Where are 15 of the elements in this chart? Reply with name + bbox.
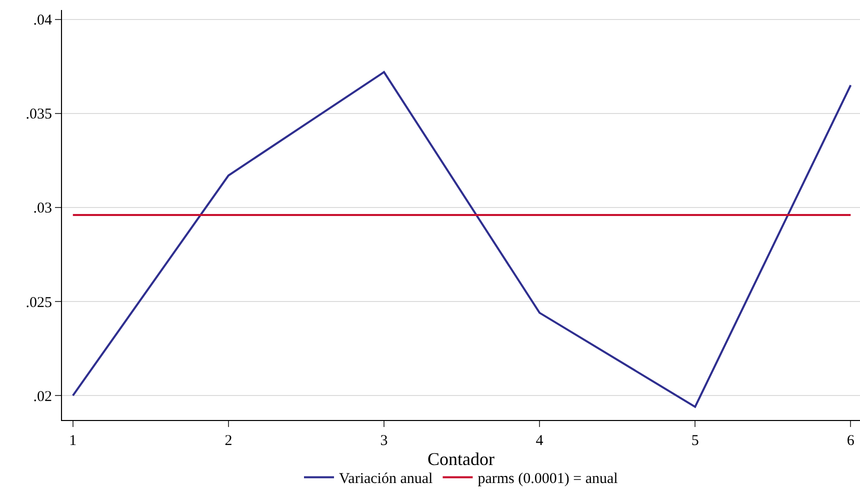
x-tick-label: 2 (224, 433, 232, 449)
legend-label: Variación anual (339, 471, 433, 488)
x-tick-label: 5 (691, 433, 699, 449)
y-tick-label: .035 (26, 106, 52, 123)
x-axis-title: Contador (428, 449, 494, 470)
line-series (72, 71, 852, 408)
y-tick-label: .025 (26, 294, 52, 311)
legend-label: parms (0.0001) = anual (478, 471, 618, 488)
x-tick-label: 3 (380, 433, 388, 449)
x-tick-label: 6 (846, 433, 855, 449)
y-tick-label: .03 (33, 200, 52, 217)
y-tick-label: .04 (33, 12, 52, 29)
x-tick-label: 4 (536, 433, 544, 449)
x-tick-label: 1 (69, 433, 77, 449)
y-tick-label: .02 (33, 388, 52, 405)
